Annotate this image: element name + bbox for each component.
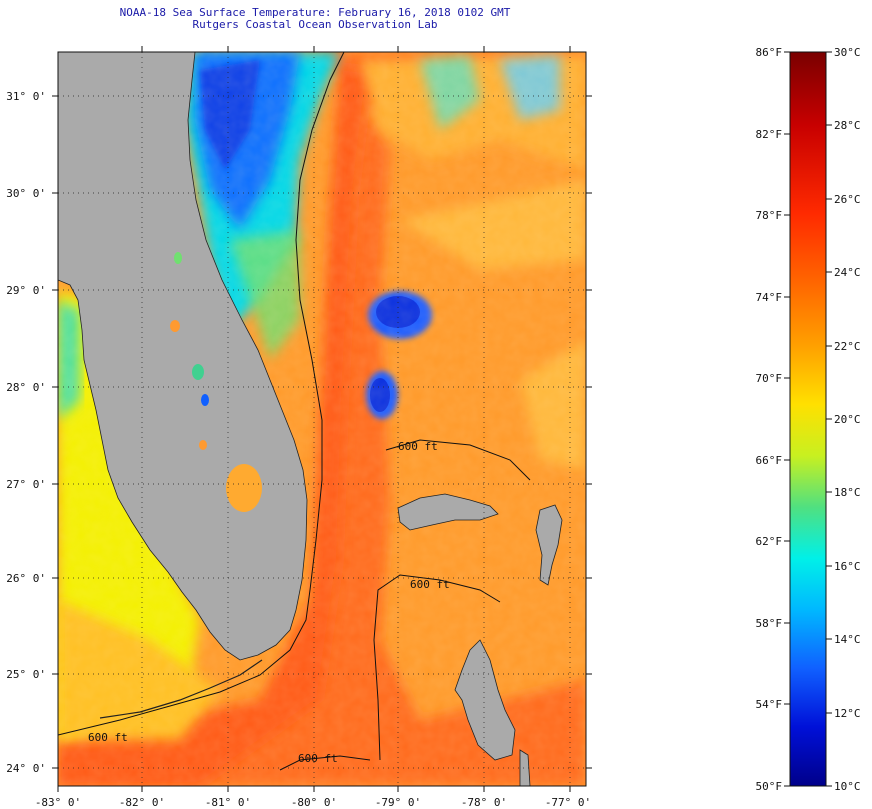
lat-label: 26° 0': [6, 572, 46, 585]
colorbar-f-label: 82°F: [756, 128, 783, 141]
colorbar-f-label: 50°F: [756, 780, 783, 793]
isobath-600ft: [58, 52, 531, 771]
andros: [454, 639, 516, 761]
map-frame: [57, 51, 587, 787]
lake-okeechobee: [226, 464, 262, 512]
grand-bahama: [397, 493, 499, 531]
map-subtitle: Rutgers Coastal Ocean Observation Lab: [192, 18, 438, 31]
lat-label: 24° 0': [6, 762, 46, 775]
abaco: [535, 504, 563, 586]
colorbar-c-label: 24°C: [834, 266, 861, 279]
colorbar-f-label: 66°F: [756, 454, 783, 467]
colorbar-f-label: 54°F: [756, 698, 783, 711]
lat-label: 27° 0': [6, 478, 46, 491]
lat-label: 31° 0': [6, 90, 46, 103]
colorbar-c-label: 16°C: [834, 560, 861, 573]
colorbar-c-label: 20°C: [834, 413, 861, 426]
axis-ticks: [52, 46, 592, 792]
colorbar-f-label: 58°F: [756, 617, 783, 630]
isobath-label: 600 ft: [398, 440, 438, 453]
lon-label: -83° 0': [35, 796, 81, 809]
colorbar-c-label: 26°C: [834, 193, 861, 206]
lat-label: 29° 0': [6, 284, 46, 297]
colorbar-gradient: [789, 51, 827, 787]
lon-label: -79° 0': [375, 796, 421, 809]
lon-label: -80° 0': [291, 796, 337, 809]
lon-label: -77° 0': [545, 796, 591, 809]
colorbar-c-label: 12°C: [834, 707, 861, 720]
graticule: [58, 52, 586, 786]
lon-label: -81° 0': [205, 796, 251, 809]
colorbar-c-label: 22°C: [834, 340, 861, 353]
lon-label: -78° 0': [461, 796, 507, 809]
lat-label: 25° 0': [6, 668, 46, 681]
lon-label: -82° 0': [119, 796, 165, 809]
lat-label: 30° 0': [6, 187, 46, 200]
colorbar-c-label: 28°C: [834, 119, 861, 132]
colorbar-c-label: 14°C: [834, 633, 861, 646]
colorbar-f-label: 62°F: [756, 535, 783, 548]
isobath-label: 600 ft: [298, 752, 338, 765]
map-area: [58, 52, 586, 786]
temperature-colorbar: 86°F 82°F 78°F 74°F 70°F 66°F 62°F 58°F …: [756, 46, 861, 793]
colorbar-c-label: 30°C: [834, 46, 861, 59]
map-title: NOAA-18 Sea Surface Temperature: Februar…: [119, 6, 511, 19]
isobath-label: 600 ft: [410, 578, 450, 591]
colorbar-c-label: 18°C: [834, 486, 861, 499]
colorbar-f-label: 74°F: [756, 291, 783, 304]
colorbar-f-label: 78°F: [756, 209, 783, 222]
colorbar-f-label: 70°F: [756, 372, 783, 385]
colorbar-c-label: 10°C: [834, 780, 861, 793]
lat-label: 28° 0': [6, 381, 46, 394]
isobath-label: 600 ft: [88, 731, 128, 744]
colorbar-f-label: 86°F: [756, 46, 783, 59]
